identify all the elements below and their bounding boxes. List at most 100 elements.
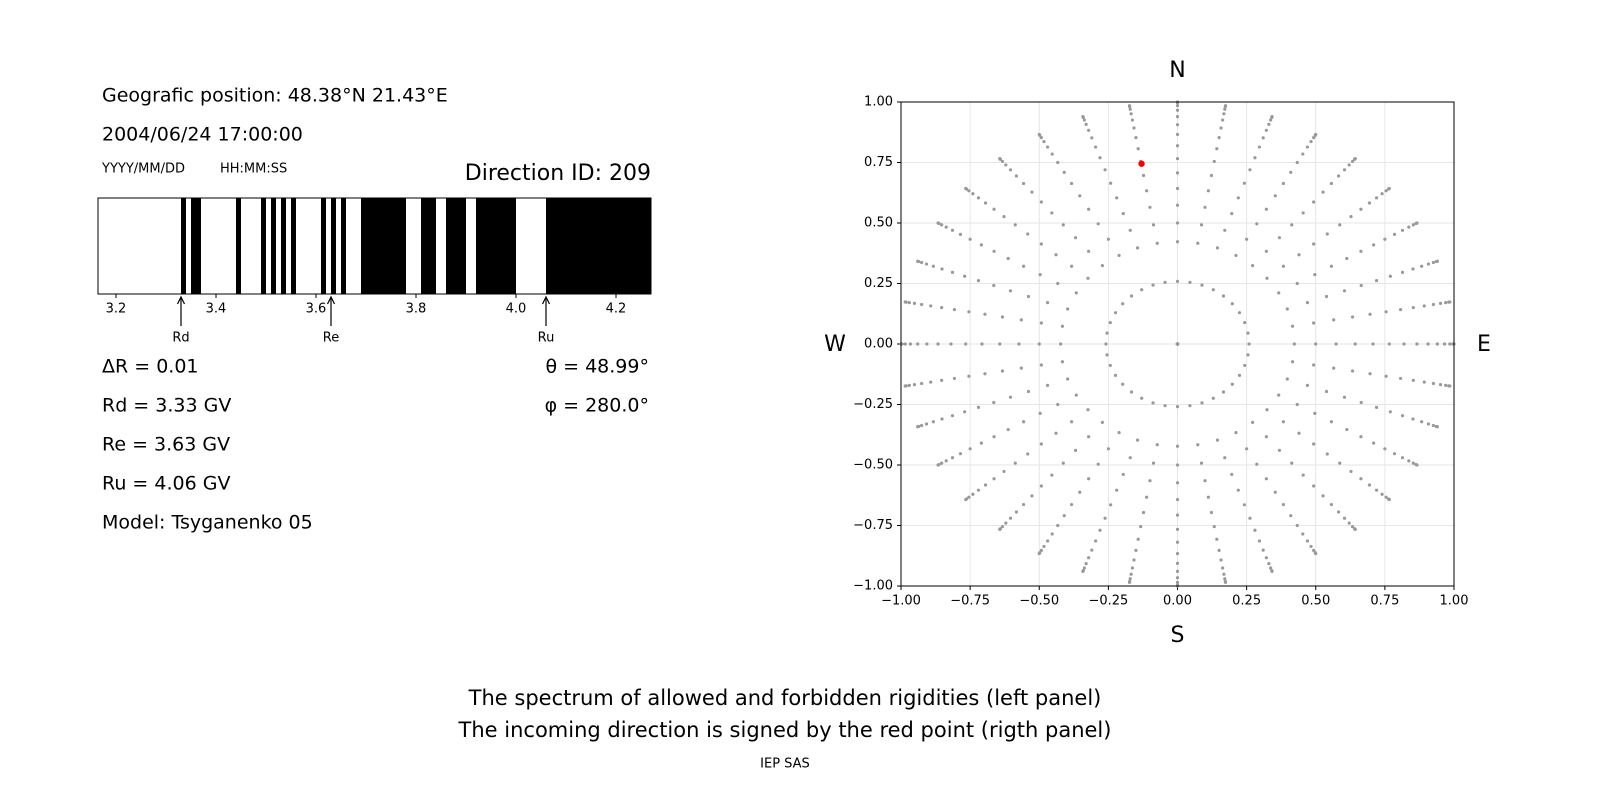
position: Geografic position: 48.38°N 21.43°E [102, 85, 448, 107]
caption-line: The incoming direction is signed by the … [458, 718, 1112, 742]
direction-point [976, 405, 981, 410]
direction-point [903, 342, 907, 346]
direction-point [1045, 301, 1050, 305]
direction-point [931, 420, 935, 424]
direction-point [1438, 382, 1443, 387]
direction-point [1056, 523, 1060, 528]
datetime: 2004/06/24 17:00:00 [102, 124, 303, 146]
marker-label: Ru [538, 331, 555, 346]
direction-point [1109, 503, 1113, 507]
direction-point [976, 488, 981, 492]
direction-point [1400, 228, 1405, 232]
direction-point [964, 186, 968, 191]
direction-point [1384, 310, 1388, 314]
direction-point [1175, 561, 1180, 565]
direction-point [1332, 366, 1336, 370]
x-tick-label: 0.25 [1232, 594, 1261, 609]
direction-point [1230, 302, 1234, 306]
x-tick-label: 3.2 [106, 302, 127, 317]
direction-point [1301, 473, 1305, 477]
direction-point [1109, 181, 1113, 185]
forbidden-band [341, 198, 346, 294]
direction-point [1108, 363, 1112, 368]
direction-point [1148, 205, 1152, 209]
direction-point [1420, 264, 1424, 268]
direction-point [1297, 253, 1301, 257]
direction-point [1301, 532, 1305, 536]
direction-point [1442, 342, 1447, 346]
direction-point [1305, 301, 1310, 305]
compass-label: E [1477, 332, 1491, 357]
direction-point [1054, 431, 1058, 435]
direction-point [1086, 408, 1090, 412]
direction-point [1175, 342, 1180, 346]
direction-point [1021, 181, 1026, 186]
direction-point [952, 307, 957, 312]
direction-point [1087, 556, 1091, 560]
compass-label: S [1171, 623, 1185, 648]
direction-point [1175, 576, 1180, 580]
compass-label: N [1169, 58, 1185, 83]
direction-point [940, 378, 944, 382]
direction-point [1237, 311, 1242, 315]
direction-point [971, 192, 975, 196]
direction-point [1230, 382, 1234, 386]
direction-point [1094, 145, 1098, 149]
forbidden-band [331, 198, 336, 294]
direction-point [940, 417, 944, 421]
direction-point [998, 527, 1002, 531]
direction-point [1253, 528, 1257, 532]
direction-point [936, 221, 940, 225]
direction-point [980, 342, 984, 346]
x-tick-label: 4.2 [606, 302, 627, 317]
direction-point [1374, 278, 1379, 283]
direction-point [1448, 300, 1452, 304]
x-tick-label: −0.50 [1019, 594, 1059, 609]
direction-point [1066, 377, 1070, 381]
direction-point [1313, 272, 1317, 277]
direction-id: Direction ID: 209 [465, 161, 651, 186]
direction-point [1037, 132, 1041, 137]
direction-point [1078, 490, 1082, 494]
direction-point [1426, 342, 1430, 346]
direction-point [1277, 291, 1281, 295]
direction-point [1305, 383, 1310, 387]
arrow-head [176, 295, 186, 305]
direction-point [1290, 461, 1294, 465]
direction-point [1121, 302, 1125, 306]
direction-point [920, 302, 924, 307]
direction-point [998, 157, 1002, 161]
direction-point [1251, 264, 1255, 268]
direction-point [1285, 307, 1289, 311]
direction-point [1081, 114, 1085, 119]
arrow-head [326, 295, 336, 305]
direction-point [1175, 203, 1180, 207]
phi: φ = 280.0° [545, 395, 649, 417]
direction-point [1039, 442, 1043, 446]
direction-point [1175, 221, 1180, 225]
direction-point [1350, 159, 1355, 164]
direction-point [971, 492, 975, 496]
direction-point [1309, 544, 1313, 549]
direction-point [1008, 516, 1013, 520]
direction-point [916, 425, 920, 429]
direction-point [1264, 249, 1268, 253]
direction-point [1175, 497, 1180, 502]
direction-point [1026, 294, 1031, 299]
direction-point [1243, 320, 1247, 325]
direction-point [1422, 380, 1426, 384]
direction-point [1090, 136, 1094, 140]
forbidden-band [361, 198, 406, 294]
x-tick-label: 0.00 [1163, 594, 1192, 609]
direction-point [1314, 132, 1318, 137]
direction-point [950, 270, 955, 274]
direction-point [1230, 211, 1234, 216]
direction-point [983, 483, 988, 487]
direction-point [1264, 435, 1268, 439]
direction-point [1273, 194, 1277, 198]
direction-point [1039, 484, 1043, 488]
forbidden-band [236, 198, 241, 294]
direction-point [1435, 259, 1439, 263]
direction-point [1175, 186, 1180, 191]
direction-point [1313, 411, 1317, 416]
